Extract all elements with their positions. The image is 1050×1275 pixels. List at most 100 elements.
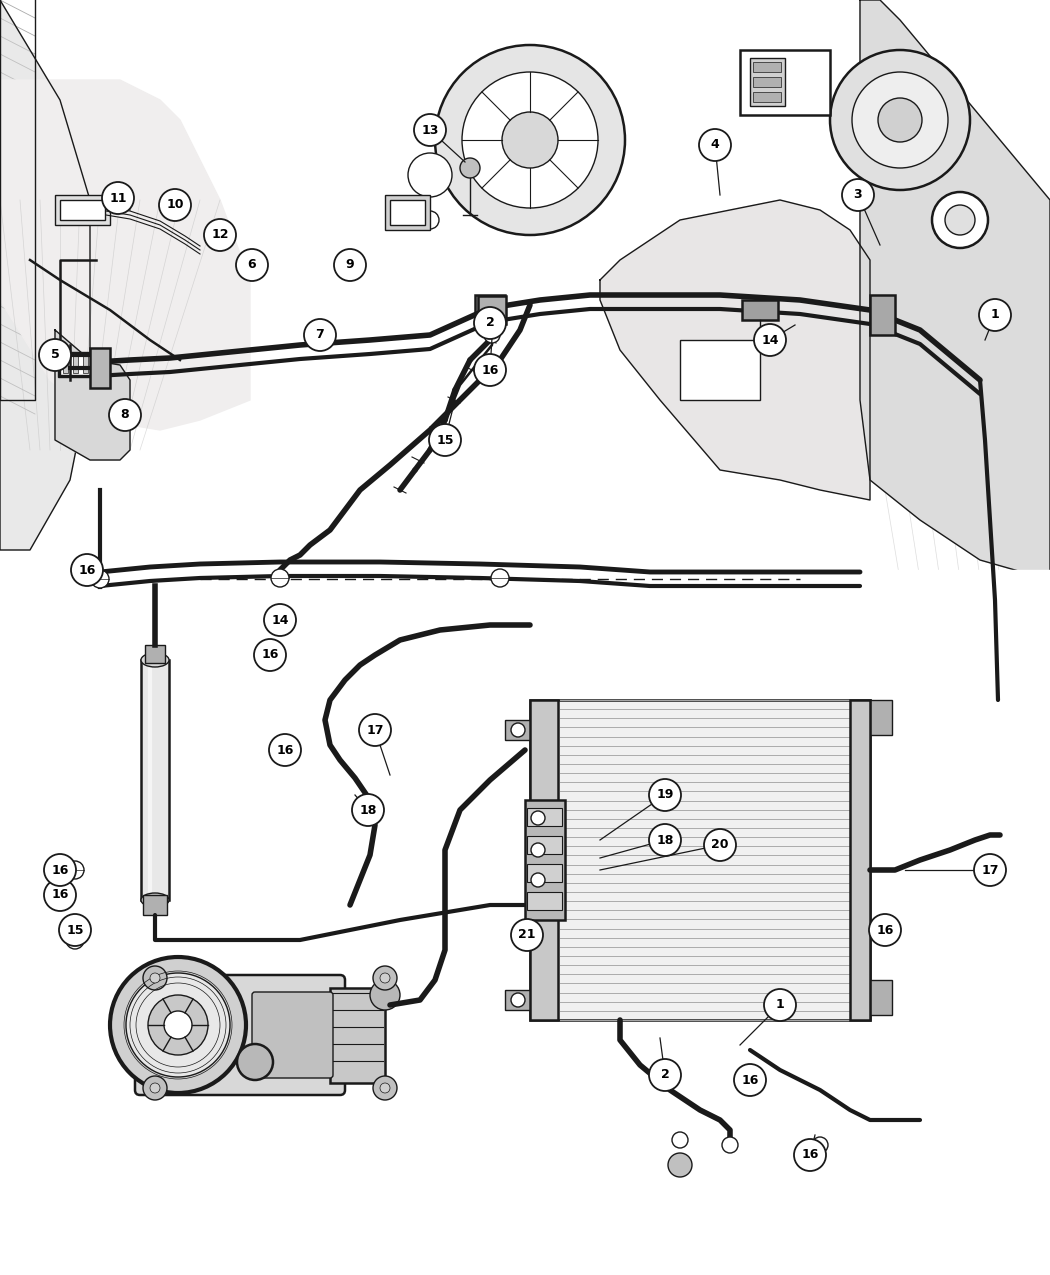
Bar [478, 296, 506, 324]
Text: 1: 1 [776, 998, 784, 1011]
Circle shape [830, 50, 970, 190]
Text: 18: 18 [656, 834, 674, 847]
Bar [527, 836, 562, 854]
Text: 17: 17 [366, 723, 383, 737]
Text: 19: 19 [656, 788, 674, 802]
Text: 16: 16 [877, 923, 894, 937]
Bar [527, 808, 562, 826]
Text: 9: 9 [345, 259, 354, 272]
Text: 15: 15 [436, 434, 454, 446]
Bar [505, 720, 533, 739]
Circle shape [531, 811, 545, 825]
Ellipse shape [141, 892, 169, 907]
Bar [145, 645, 165, 663]
Circle shape [502, 112, 558, 168]
Circle shape [722, 1137, 738, 1153]
Text: 12: 12 [211, 228, 229, 241]
Text: 3: 3 [854, 189, 862, 201]
Text: 1: 1 [990, 309, 1000, 321]
Text: 13: 13 [421, 124, 439, 136]
Bar [83, 356, 88, 374]
Bar [55, 195, 110, 224]
Text: 14: 14 [271, 613, 289, 626]
Circle shape [39, 339, 71, 371]
Circle shape [143, 1076, 167, 1100]
Bar [742, 300, 778, 320]
Bar [475, 295, 505, 315]
Circle shape [932, 193, 988, 249]
Circle shape [842, 179, 874, 210]
Text: 5: 5 [50, 348, 60, 362]
Polygon shape [860, 0, 1050, 580]
Circle shape [334, 249, 366, 280]
Text: 14: 14 [761, 334, 779, 347]
Text: 18: 18 [359, 803, 377, 816]
Circle shape [979, 300, 1011, 332]
FancyBboxPatch shape [252, 992, 333, 1077]
Circle shape [59, 914, 91, 946]
Circle shape [148, 994, 208, 1054]
Circle shape [269, 734, 301, 766]
Circle shape [649, 779, 681, 811]
Circle shape [150, 1082, 160, 1093]
Circle shape [380, 1082, 390, 1093]
Bar [527, 892, 562, 910]
Circle shape [126, 973, 230, 1077]
Text: 2: 2 [485, 316, 495, 329]
Bar [525, 799, 565, 921]
Circle shape [945, 205, 975, 235]
Bar [390, 200, 425, 224]
Circle shape [91, 570, 109, 588]
Circle shape [812, 1137, 828, 1153]
Text: 17: 17 [982, 863, 999, 876]
Text: 16: 16 [261, 649, 278, 662]
Circle shape [764, 989, 796, 1021]
Circle shape [44, 854, 76, 886]
Bar [60, 354, 94, 375]
Bar [680, 340, 760, 400]
Bar [90, 348, 110, 388]
Circle shape [704, 829, 736, 861]
Circle shape [71, 555, 103, 586]
Circle shape [109, 399, 141, 431]
Circle shape [474, 307, 506, 339]
Circle shape [204, 219, 236, 251]
Bar [141, 660, 169, 900]
Text: 10: 10 [166, 199, 184, 212]
Circle shape [462, 71, 598, 208]
Circle shape [531, 873, 545, 887]
Circle shape [414, 113, 446, 147]
Polygon shape [0, 570, 1050, 700]
Polygon shape [600, 200, 870, 500]
Circle shape [373, 1076, 397, 1100]
Circle shape [380, 973, 390, 983]
Circle shape [474, 354, 506, 386]
Text: 8: 8 [121, 408, 129, 422]
Bar [63, 356, 68, 374]
Polygon shape [0, 0, 250, 430]
Bar [753, 62, 781, 71]
Circle shape [164, 1011, 192, 1039]
Bar [58, 352, 96, 377]
Text: 20: 20 [711, 839, 729, 852]
Circle shape [254, 639, 286, 671]
Circle shape [511, 993, 525, 1007]
Circle shape [264, 604, 296, 636]
Circle shape [304, 319, 336, 351]
Ellipse shape [141, 653, 169, 667]
Bar [870, 295, 895, 335]
Circle shape [531, 843, 545, 857]
Circle shape [649, 824, 681, 856]
Bar [753, 76, 781, 87]
Text: 7: 7 [316, 329, 324, 342]
Circle shape [150, 973, 160, 983]
Circle shape [869, 914, 901, 946]
Circle shape [236, 249, 268, 280]
Circle shape [352, 794, 384, 826]
Circle shape [66, 861, 84, 878]
Bar [74, 356, 78, 374]
Circle shape [359, 714, 391, 746]
Circle shape [271, 569, 289, 586]
Text: 16: 16 [79, 564, 96, 576]
Bar [753, 92, 781, 102]
